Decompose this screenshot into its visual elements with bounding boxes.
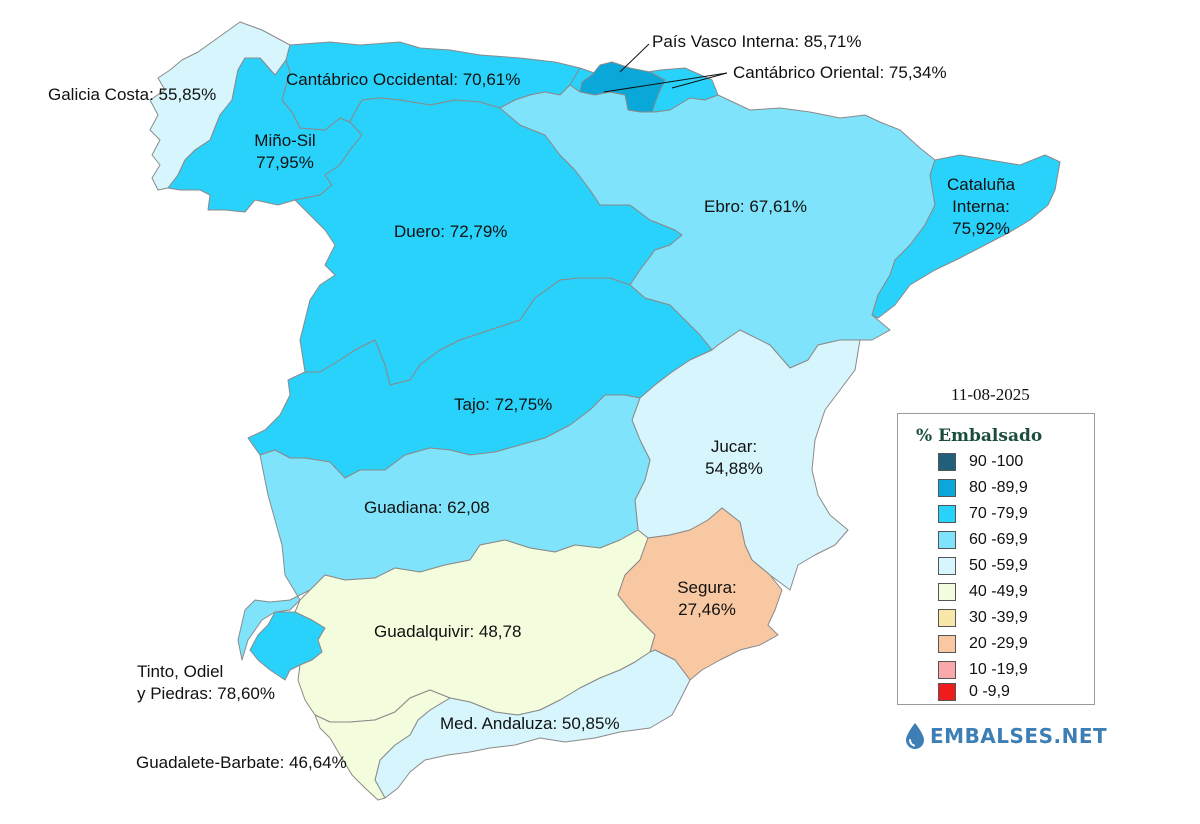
label-tinto-line2: y Piedras: 78,60% <box>137 684 275 703</box>
label-segura-value: 27,46% <box>678 600 736 619</box>
label-ebro: Ebro: 67,61% <box>704 197 808 216</box>
legend-row-60: 60 -69,9 <box>938 530 1028 550</box>
legend-swatch-70 <box>938 505 956 523</box>
legend: % Embalsado 90 -100 80 -89,9 70 -79,9 60… <box>897 413 1095 705</box>
label-mino-sil-value: 77,95% <box>256 153 314 172</box>
brand-logo[interactable]: EMBALSES.NET <box>904 722 1107 750</box>
map-date: 11-08-2025 <box>951 385 1030 404</box>
label-jucar-name: Jucar: <box>710 437 758 456</box>
legend-title: % Embalsado <box>916 426 1043 446</box>
legend-label-60: 60 -69,9 <box>969 531 1028 548</box>
label-cataluna-value: 75,92% <box>952 219 1010 238</box>
legend-row-90: 90 -100 <box>938 452 1023 472</box>
label-guadiana: Guadiana: 62,08 <box>364 498 490 517</box>
legend-swatch-60 <box>938 531 956 549</box>
water-drop-icon <box>906 723 924 749</box>
label-mino-sil: Miño-Sil 77,95% <box>240 130 330 174</box>
legend-row-40: 40 -49,9 <box>938 582 1028 602</box>
legend-label-40: 40 -49,9 <box>969 583 1028 600</box>
legend-row-20: 20 -29,9 <box>938 634 1028 654</box>
leader-lines <box>603 43 728 93</box>
legend-row-10: 10 -19,9 <box>938 660 1028 680</box>
label-jucar: Jucar: 54,88% <box>684 436 784 480</box>
label-segura-name: Segura: <box>677 578 737 597</box>
legend-row-80: 80 -89,9 <box>938 478 1028 498</box>
leader-cantabrico-oriental-1 <box>603 72 728 93</box>
basin-guadalete <box>314 689 451 801</box>
label-galicia-costa: Galicia Costa: 55,85% <box>48 85 217 104</box>
legend-row-30: 30 -39,9 <box>938 608 1028 628</box>
legend-label-20: 20 -29,9 <box>969 635 1028 652</box>
label-jucar-value: 54,88% <box>705 459 763 478</box>
label-med-andaluza: Med. Andaluza: 50,85% <box>440 714 620 733</box>
legend-swatch-20 <box>938 635 956 653</box>
label-guadalete: Guadalete-Barbate: 46,64% <box>136 753 347 772</box>
label-duero: Duero: 72,79% <box>394 222 508 241</box>
label-cataluna: Cataluña Interna: 75,92% <box>926 174 1036 240</box>
label-cantabrico-occidental: Cantábrico Occidental: 70,61% <box>286 70 521 89</box>
label-cataluna-line1: Cataluña <box>946 175 1016 194</box>
label-segura: Segura: 27,46% <box>664 577 750 621</box>
label-cantabrico-oriental: Cantábrico Oriental: 75,34% <box>733 63 947 82</box>
legend-label-30: 30 -39,9 <box>969 609 1028 626</box>
legend-label-10: 10 -19,9 <box>969 661 1028 678</box>
label-pais-vasco: País Vasco Interna: 85,71% <box>652 32 862 51</box>
basin-segura <box>617 507 783 681</box>
legend-swatch-30 <box>938 609 956 627</box>
legend-row-70: 70 -79,9 <box>938 504 1028 524</box>
label-cataluna-line2: Interna: <box>952 197 1010 216</box>
basin-cataluna <box>871 154 1061 319</box>
legend-swatch-80 <box>938 479 956 497</box>
leader-pais-vasco <box>619 43 650 73</box>
legend-swatch-90 <box>938 453 956 471</box>
label-guadalquivir: Guadalquivir: 48,78 <box>374 622 522 641</box>
brand-name: EMBALSES.NET <box>930 724 1108 748</box>
legend-swatch-50 <box>938 557 956 575</box>
legend-row-0: 0 -9,9 <box>938 682 1010 702</box>
legend-swatch-0 <box>938 683 956 701</box>
legend-label-80: 80 -89,9 <box>969 479 1028 496</box>
legend-label-70: 70 -79,9 <box>969 505 1028 522</box>
leader-cantabrico-oriental-2 <box>671 72 728 89</box>
legend-swatch-40 <box>938 583 956 601</box>
label-tinto: Tinto, Odiel y Piedras: 78,60% <box>137 661 275 705</box>
legend-label-0: 0 -9,9 <box>969 683 1010 700</box>
legend-label-90: 90 -100 <box>969 453 1024 470</box>
label-tinto-line1: Tinto, Odiel <box>137 662 224 681</box>
legend-label-50: 50 -59,9 <box>969 557 1028 574</box>
legend-swatch-10 <box>938 661 956 679</box>
label-mino-sil-name: Miño-Sil <box>254 131 316 150</box>
legend-row-50: 50 -59,9 <box>938 556 1028 576</box>
label-tajo: Tajo: 72,75% <box>454 395 553 414</box>
